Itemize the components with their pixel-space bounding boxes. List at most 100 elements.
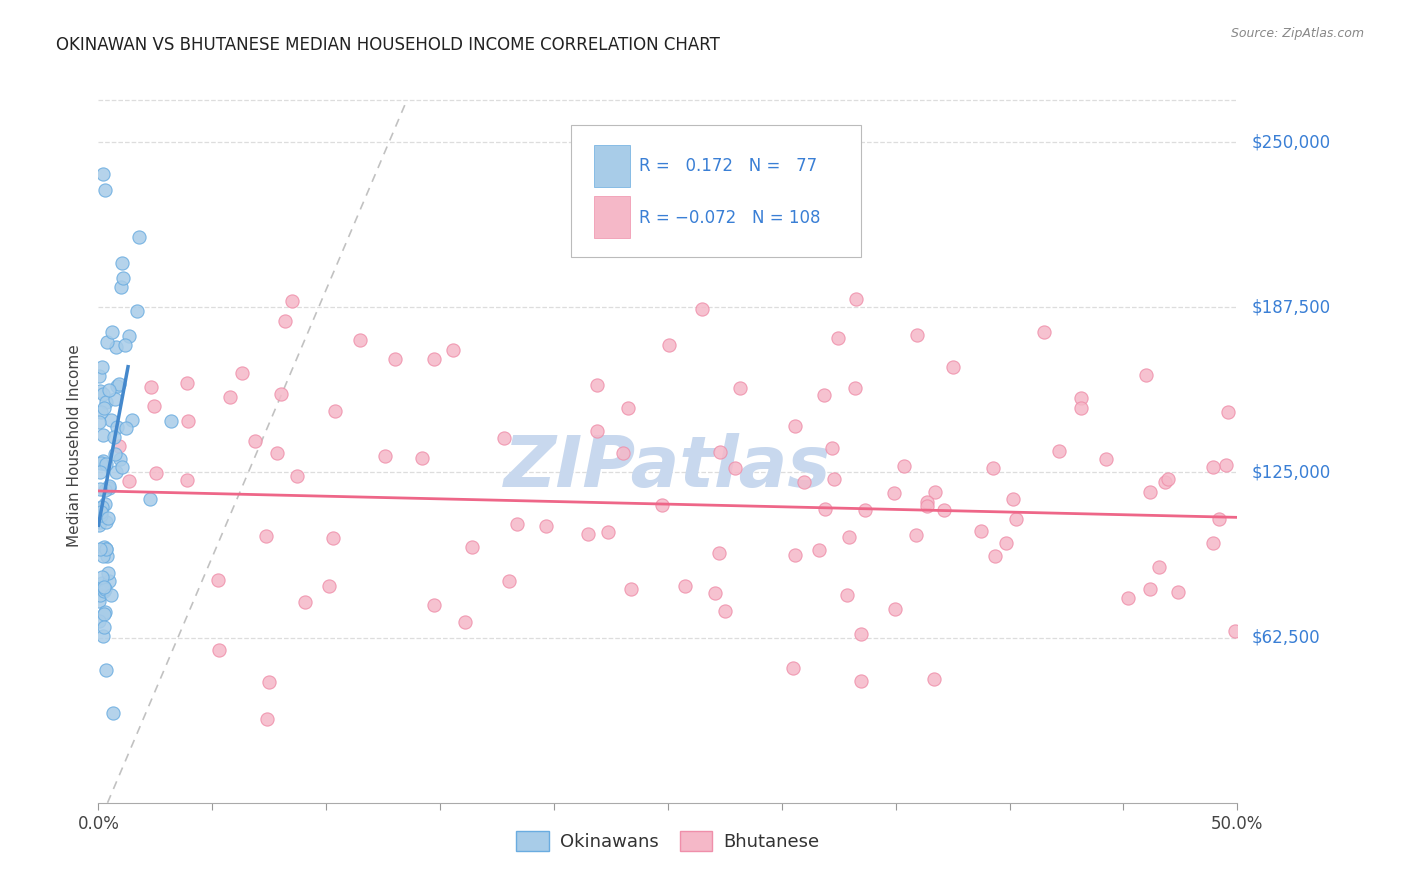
Point	[422, 599, 444, 613]
Text: $250,000: $250,000	[1251, 133, 1330, 151]
Point	[89, 369, 111, 384]
Point	[1208, 512, 1230, 526]
Point	[93, 605, 115, 619]
Point	[94, 516, 117, 530]
Point	[91, 386, 114, 401]
Point	[821, 441, 844, 455]
Point	[374, 449, 396, 463]
Point	[97, 566, 120, 580]
Point	[690, 302, 713, 317]
Point	[89, 465, 111, 479]
Point	[714, 604, 737, 618]
Point	[128, 230, 150, 244]
Point	[658, 337, 681, 351]
Point	[883, 602, 905, 616]
Point	[851, 674, 873, 689]
Point	[104, 392, 127, 407]
Point	[845, 292, 868, 306]
Point	[782, 661, 804, 675]
Point	[114, 337, 136, 351]
Point	[1139, 484, 1161, 499]
Point	[851, 627, 873, 641]
Point	[93, 620, 115, 634]
Point	[101, 325, 124, 339]
Point	[853, 503, 876, 517]
Point	[125, 303, 148, 318]
Point	[91, 427, 114, 442]
Point	[349, 333, 371, 347]
Point	[498, 574, 520, 589]
Point	[318, 579, 340, 593]
Point	[100, 413, 122, 427]
Point	[783, 418, 806, 433]
Y-axis label: Median Household Income: Median Household Income	[67, 344, 83, 548]
Point	[970, 524, 993, 539]
Point	[1095, 452, 1118, 467]
Point	[118, 329, 141, 343]
Point	[104, 465, 127, 479]
Point	[105, 340, 128, 354]
Point	[143, 399, 166, 413]
Point	[814, 502, 837, 516]
Point	[93, 582, 115, 596]
Point	[883, 486, 905, 500]
Point	[94, 183, 117, 197]
Text: Source: ZipAtlas.com: Source: ZipAtlas.com	[1230, 27, 1364, 40]
Point	[1153, 475, 1175, 489]
Point	[207, 573, 229, 587]
Point	[915, 495, 938, 509]
Point	[827, 331, 849, 345]
Point	[1167, 584, 1189, 599]
Text: ZIPatlas: ZIPatlas	[505, 433, 831, 502]
Point	[100, 589, 122, 603]
Point	[1116, 591, 1139, 605]
Point	[384, 351, 406, 366]
Point	[704, 586, 727, 600]
Point	[322, 531, 344, 545]
Point	[1223, 624, 1246, 638]
Point	[98, 479, 121, 493]
Point	[893, 458, 915, 473]
Point	[1005, 511, 1028, 525]
Text: R =   0.172   N =   77: R = 0.172 N = 77	[640, 157, 817, 175]
Point	[785, 549, 807, 563]
Point	[87, 614, 110, 628]
Point	[93, 583, 115, 598]
Point	[1215, 458, 1237, 472]
Point	[494, 431, 516, 445]
Point	[94, 497, 117, 511]
Point	[620, 582, 643, 596]
Point	[257, 674, 280, 689]
Point	[281, 293, 304, 308]
Point	[98, 383, 121, 397]
Point	[323, 404, 346, 418]
Point	[651, 498, 673, 512]
Point	[107, 420, 129, 434]
Point	[1049, 443, 1071, 458]
Point	[1032, 326, 1054, 340]
Point	[208, 642, 231, 657]
Point	[835, 588, 858, 602]
Point	[905, 327, 928, 342]
Point	[441, 343, 464, 358]
Point	[673, 579, 696, 593]
Point	[454, 615, 477, 629]
Point	[254, 529, 277, 543]
Point	[111, 256, 134, 270]
Point	[995, 536, 1018, 550]
Point	[91, 575, 114, 590]
Point	[1001, 491, 1024, 506]
Point	[94, 664, 117, 678]
Point	[90, 508, 112, 522]
Point	[585, 424, 607, 438]
Point	[813, 388, 835, 402]
Point	[808, 542, 831, 557]
Point	[90, 405, 112, 419]
Point	[294, 595, 316, 609]
Point	[728, 382, 751, 396]
Point	[145, 466, 167, 480]
Point	[91, 581, 114, 595]
Text: $125,000: $125,000	[1251, 464, 1330, 482]
Point	[598, 525, 620, 540]
Point	[905, 528, 928, 542]
